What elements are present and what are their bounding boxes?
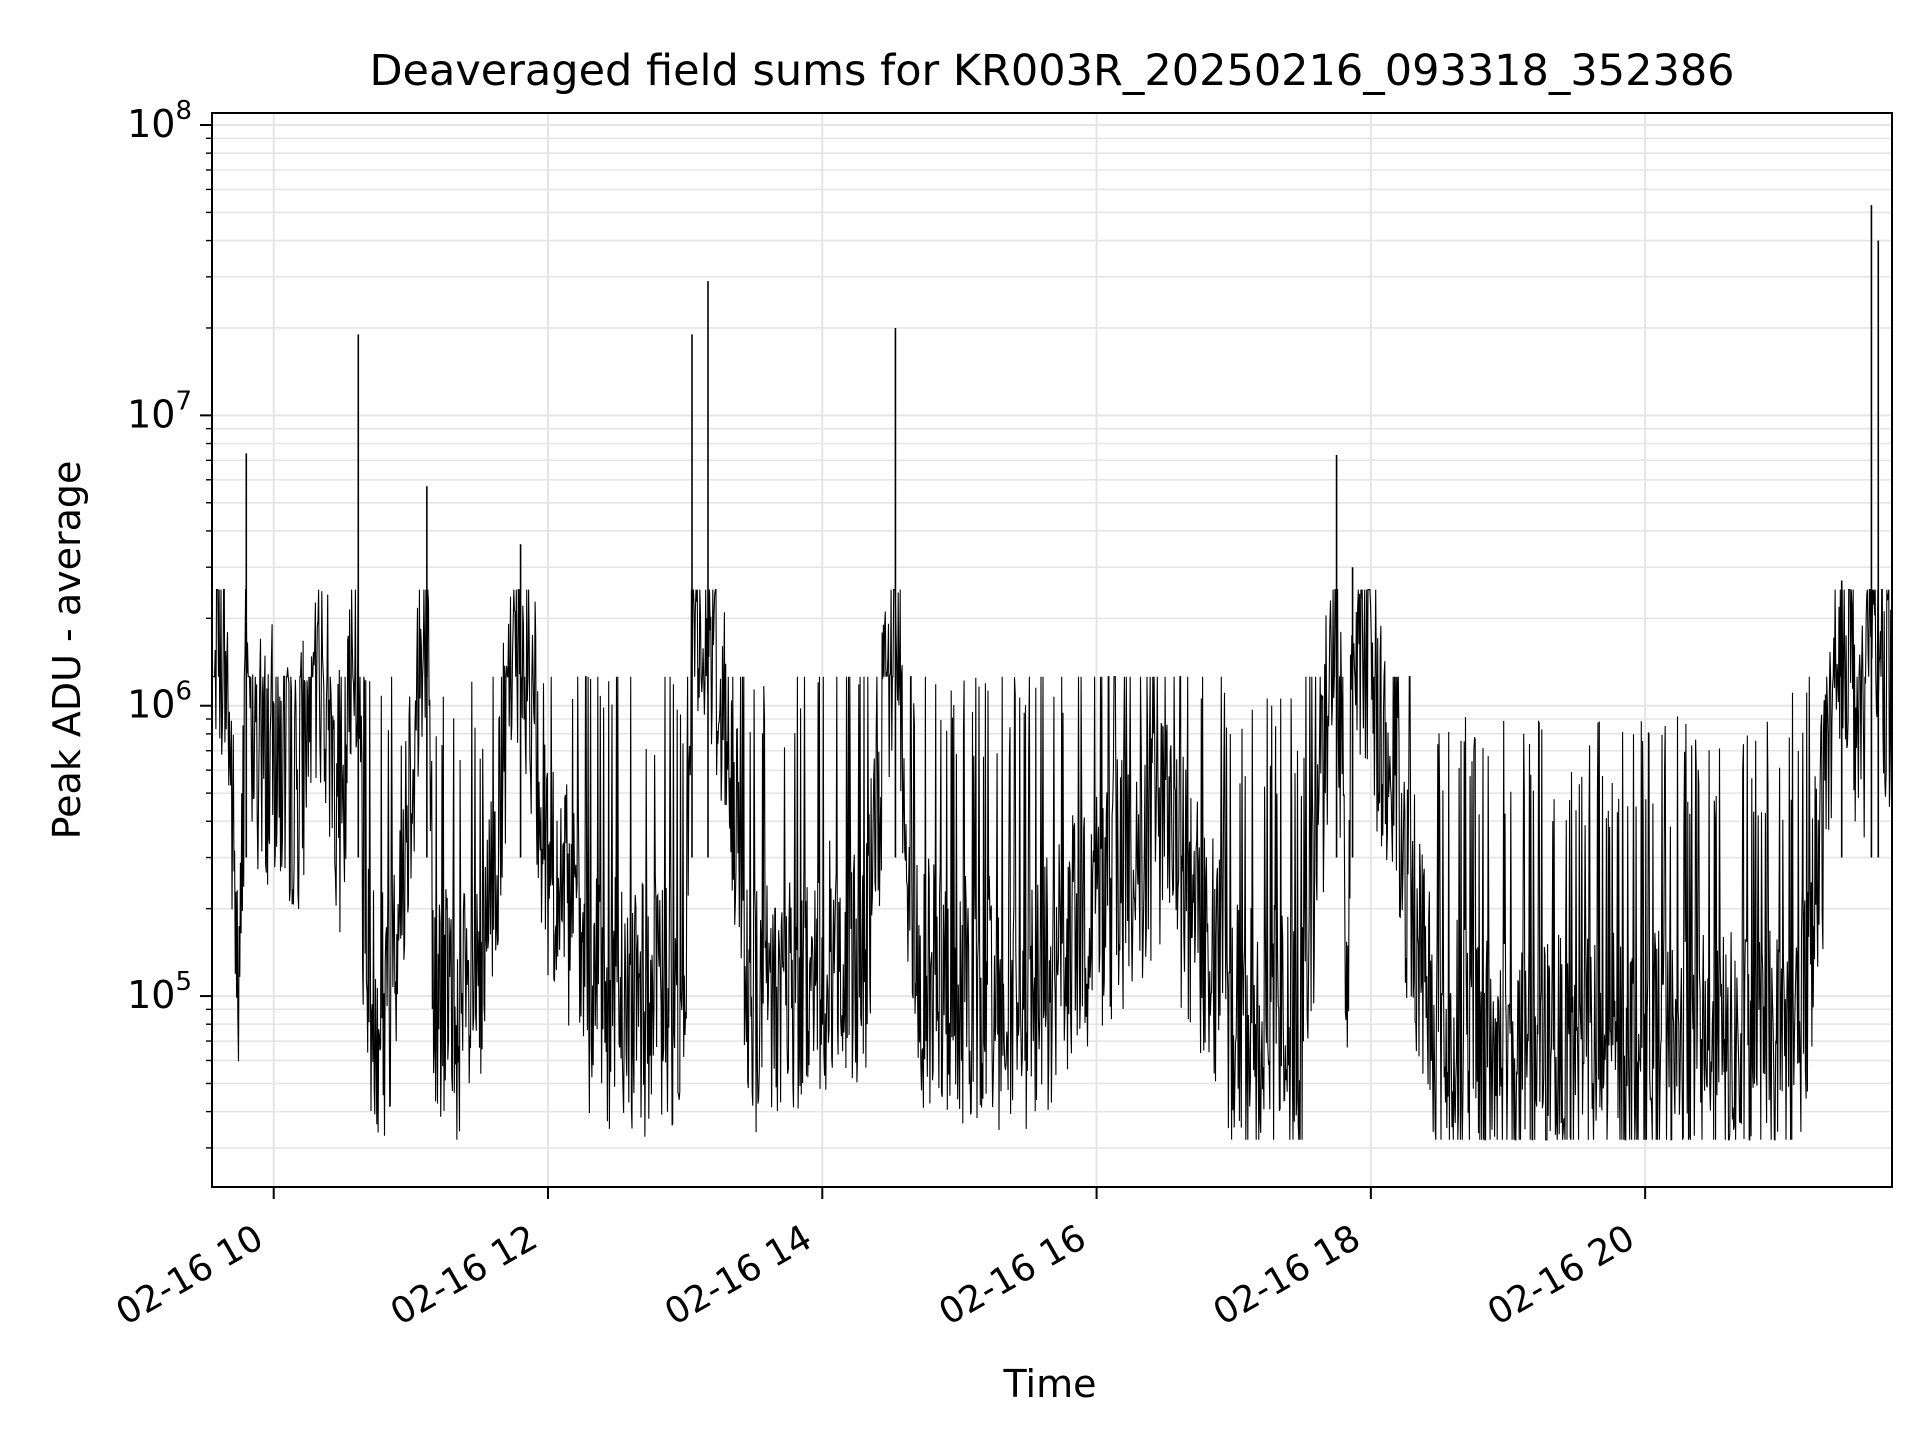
series-line bbox=[211, 589, 1893, 1141]
chart-title: Deaveraged field sums for KR003R_2025021… bbox=[369, 46, 1734, 96]
plot-frame bbox=[211, 112, 1893, 1188]
spike-group bbox=[245, 205, 1880, 858]
y-tick-label: 107 bbox=[127, 386, 192, 436]
y-axis-label: Peak ADU - average bbox=[45, 461, 89, 840]
y-tick-label: 105 bbox=[127, 967, 192, 1017]
x-axis-label: Time bbox=[1003, 1362, 1097, 1406]
series-line-group bbox=[211, 589, 1893, 1141]
y-tick-label: 108 bbox=[127, 96, 192, 146]
y-tick-label: 106 bbox=[127, 677, 192, 727]
